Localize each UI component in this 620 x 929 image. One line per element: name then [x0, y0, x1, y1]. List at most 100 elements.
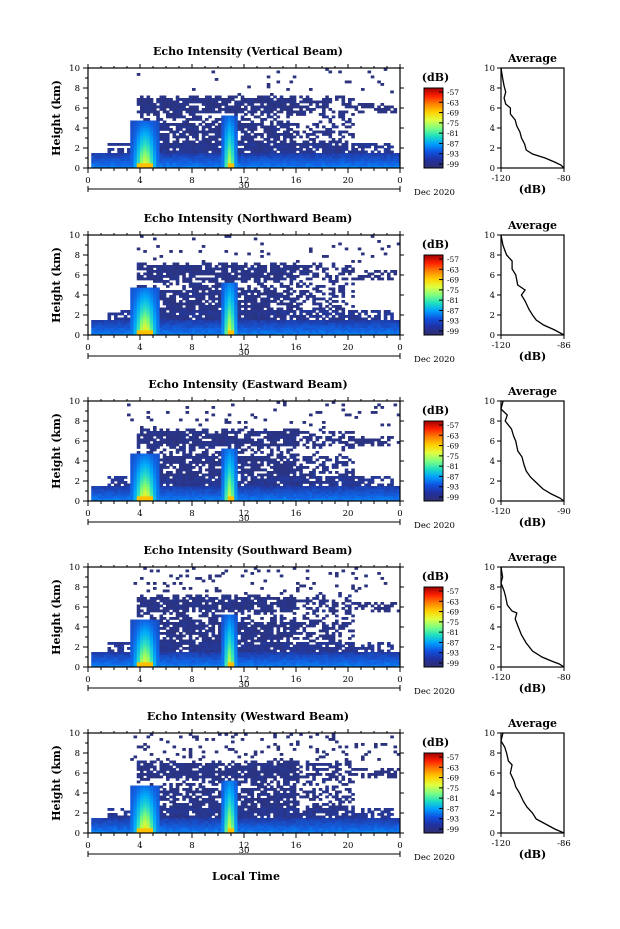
heatmap-cell — [140, 305, 144, 308]
heatmap-cell — [273, 158, 277, 161]
heatmap-cell — [247, 493, 251, 497]
heatmap-cell — [231, 325, 235, 328]
heatmap-cell — [192, 478, 196, 482]
heatmap-cell — [179, 148, 183, 151]
heatmap-cell — [341, 158, 346, 161]
heatmap-cell — [331, 130, 336, 134]
heatmap-cell — [166, 322, 170, 326]
heatmap-cell — [205, 292, 209, 296]
heatmap-cell — [273, 140, 277, 144]
heatmap-cell — [211, 312, 216, 316]
heatmap-cell — [159, 315, 164, 318]
heatmap-cell — [234, 473, 238, 477]
heatmap-cell — [175, 428, 180, 432]
heatmap-cell — [185, 481, 190, 484]
heatmap-cell — [231, 468, 235, 472]
heatmap-cell — [214, 95, 219, 99]
heatmap-cell — [270, 486, 274, 489]
heatmap-cell — [205, 262, 209, 266]
heatmap-cell — [156, 270, 160, 273]
heatmap-cell — [367, 322, 372, 326]
heatmap-cell — [188, 461, 193, 464]
heatmap-cell — [195, 163, 199, 166]
heatmap-cell — [273, 108, 277, 111]
heatmap-cell — [305, 95, 310, 99]
heatmap-cell — [143, 285, 147, 288]
heatmap-cell — [156, 478, 160, 482]
heatmap-cell — [169, 297, 173, 301]
heatmap-cell — [240, 272, 245, 276]
heatmap-cell — [130, 453, 134, 457]
heatmap-cell — [286, 287, 290, 291]
heatmap-cell — [227, 493, 232, 497]
heatmap-cell — [227, 95, 232, 99]
heatmap-cell — [185, 103, 190, 106]
heatmap-cell — [188, 128, 193, 131]
heatmap-cell — [266, 486, 271, 489]
heatmap-cell — [208, 325, 212, 328]
heatmap-cell — [192, 143, 196, 146]
heatmap-cell — [179, 150, 183, 154]
heatmap-cell — [270, 123, 274, 126]
heatmap-cell — [146, 463, 151, 467]
heatmap-cell — [149, 476, 154, 479]
heatmap-cell — [117, 317, 121, 321]
heatmap-cell — [253, 100, 258, 104]
heatmap-cell — [172, 305, 177, 308]
heatmap-cell — [133, 158, 138, 161]
heatmap-cell — [192, 115, 196, 119]
heatmap-cell — [153, 130, 157, 134]
heatmap-cell — [250, 165, 255, 169]
heatmap-cell — [175, 456, 180, 459]
heatmap-cell — [231, 292, 235, 296]
heatmap-cell — [169, 158, 173, 161]
heatmap-cell — [247, 458, 251, 462]
heatmap-cell — [299, 105, 303, 109]
heatmap-cell — [159, 295, 164, 298]
heatmap-cell — [133, 133, 138, 136]
heatmap-cell — [159, 481, 164, 484]
heatmap-cell — [289, 103, 294, 106]
heatmap-cell — [247, 285, 251, 288]
heatmap-cell — [156, 113, 160, 116]
heatmap-cell — [231, 453, 235, 457]
heatmap-cell — [302, 98, 307, 101]
heatmap-cell — [325, 128, 329, 131]
heatmap-cell — [260, 113, 264, 116]
heatmap-cell — [260, 431, 264, 434]
heatmap-cell — [331, 110, 336, 114]
heatmap-cell — [136, 297, 141, 301]
heatmap-cell — [169, 446, 173, 449]
heatmap-cell — [172, 148, 177, 151]
heatmap-cell — [224, 143, 229, 146]
heatmap-cell — [276, 468, 281, 472]
heatmap-cell — [136, 471, 141, 474]
heatmap-cell — [201, 446, 206, 449]
heatmap-cell — [231, 456, 235, 459]
heatmap-cell — [257, 95, 261, 99]
heatmap-cell — [205, 486, 209, 489]
heatmap-cell — [377, 158, 381, 161]
heatmap-cell — [123, 330, 128, 333]
heatmap-cell — [149, 123, 154, 126]
heatmap-cell — [172, 275, 177, 278]
heatmap-cell — [153, 317, 157, 321]
heatmap-cell — [250, 128, 255, 131]
heatmap-cell — [159, 105, 164, 109]
heatmap-cell — [153, 438, 157, 442]
heatmap-cell — [156, 496, 160, 499]
heatmap-cell — [266, 160, 271, 164]
heatmap-cell — [234, 265, 238, 268]
heatmap-cell — [296, 307, 300, 311]
heatmap-cell — [156, 325, 160, 328]
heatmap-cell — [201, 493, 206, 497]
heatmap-cell — [169, 302, 173, 306]
heatmap-cell — [153, 466, 157, 469]
heatmap-cell — [188, 463, 193, 467]
heatmap-cell — [390, 270, 394, 273]
heatmap-cell — [257, 458, 261, 462]
heatmap-cell — [182, 98, 186, 101]
heatmap-cell — [276, 493, 281, 497]
heatmap-cell — [260, 451, 264, 454]
heatmap-cell — [328, 280, 333, 283]
